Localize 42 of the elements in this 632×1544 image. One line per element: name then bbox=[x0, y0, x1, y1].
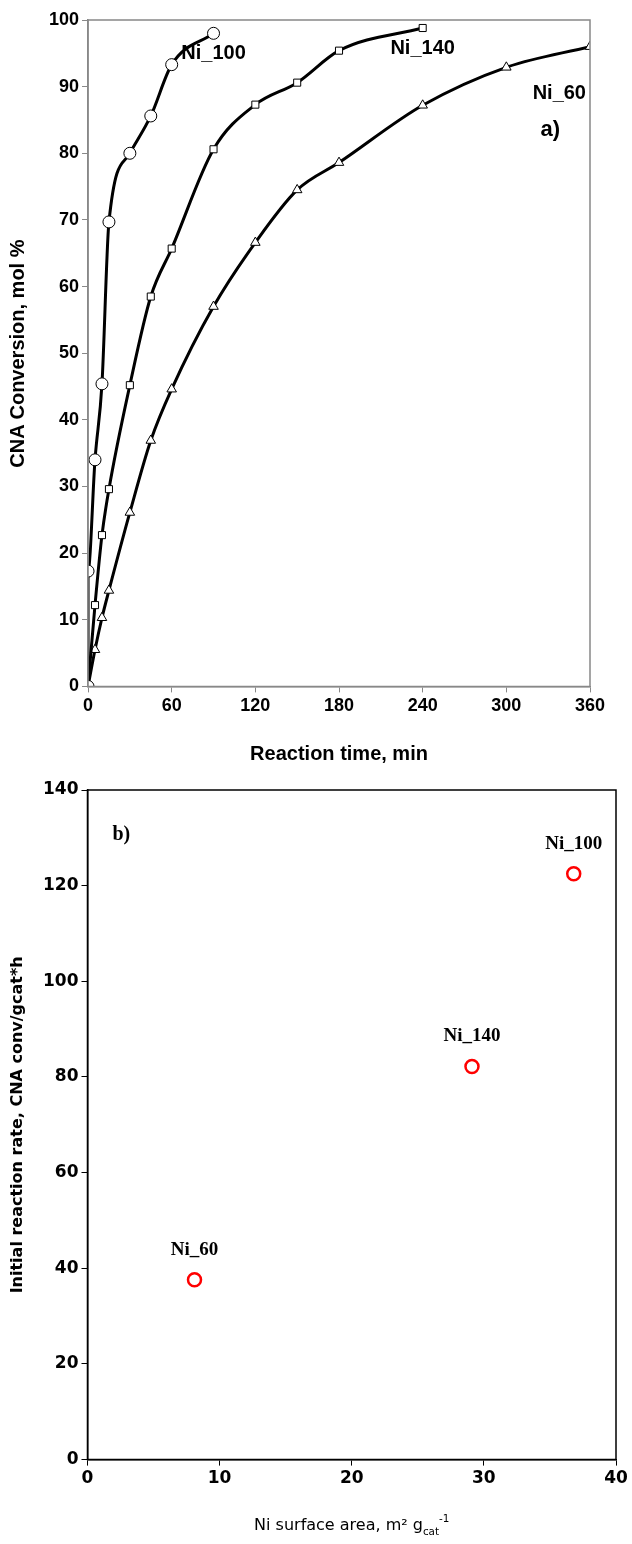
x-tick-label: 30 bbox=[472, 1467, 496, 1488]
y-tick-label: 10 bbox=[59, 608, 80, 629]
annotation: a) bbox=[540, 116, 560, 142]
series-label: Ni_100 bbox=[181, 40, 246, 63]
y-tick-label: 40 bbox=[59, 408, 80, 429]
y-tick-label: 60 bbox=[54, 1161, 79, 1182]
series-label: Ni_100 bbox=[545, 831, 603, 853]
y-tick-label: 80 bbox=[54, 1065, 79, 1086]
x-tick-label: 240 bbox=[407, 695, 438, 716]
series-label: Ni_60 bbox=[532, 80, 586, 103]
x-tick-label: 0 bbox=[81, 1467, 94, 1488]
y-tick-label: 50 bbox=[59, 342, 80, 363]
annotation: b) bbox=[112, 822, 131, 846]
x-tick-label: 360 bbox=[574, 695, 606, 716]
y-tick-label: 40 bbox=[54, 1256, 79, 1277]
series-label: Ni_140 bbox=[390, 35, 455, 58]
y-tick-label: 0 bbox=[69, 675, 80, 696]
y-tick-label: 70 bbox=[59, 208, 80, 229]
series-label: Ni_140 bbox=[443, 1024, 501, 1046]
y-tick-label: 0 bbox=[66, 1448, 79, 1469]
y-axis-title: Initial reaction rate, CNA conv/gcat*h bbox=[7, 956, 27, 1294]
x-tick-label: 40 bbox=[604, 1467, 628, 1488]
y-tick-label: 60 bbox=[59, 275, 80, 296]
y-tick-label: 20 bbox=[54, 1352, 79, 1373]
x-tick-label: 20 bbox=[339, 1467, 364, 1488]
x-tick-label: 0 bbox=[83, 695, 94, 716]
y-tick-label: 30 bbox=[59, 475, 80, 496]
x-tick-label: 300 bbox=[491, 695, 522, 716]
y-tick-label: 140 bbox=[42, 778, 79, 799]
y-tick-label: 120 bbox=[42, 874, 79, 895]
y-tick-label: 90 bbox=[59, 75, 80, 96]
x-axis-title: Reaction time, min bbox=[250, 741, 428, 764]
y-tick-label: 100 bbox=[48, 8, 80, 29]
y-axis-title: CNA Conversion, mol % bbox=[5, 239, 28, 468]
y-tick-label: 80 bbox=[59, 142, 80, 163]
y-tick-label: 20 bbox=[59, 542, 80, 563]
x-tick-label: 180 bbox=[323, 695, 355, 716]
series-label: Ni_60 bbox=[170, 1237, 219, 1259]
x-tick-label: 60 bbox=[161, 695, 182, 716]
x-tick-label: 10 bbox=[207, 1467, 232, 1488]
x-tick-label: 120 bbox=[240, 695, 271, 716]
y-tick-label: 100 bbox=[42, 969, 79, 990]
